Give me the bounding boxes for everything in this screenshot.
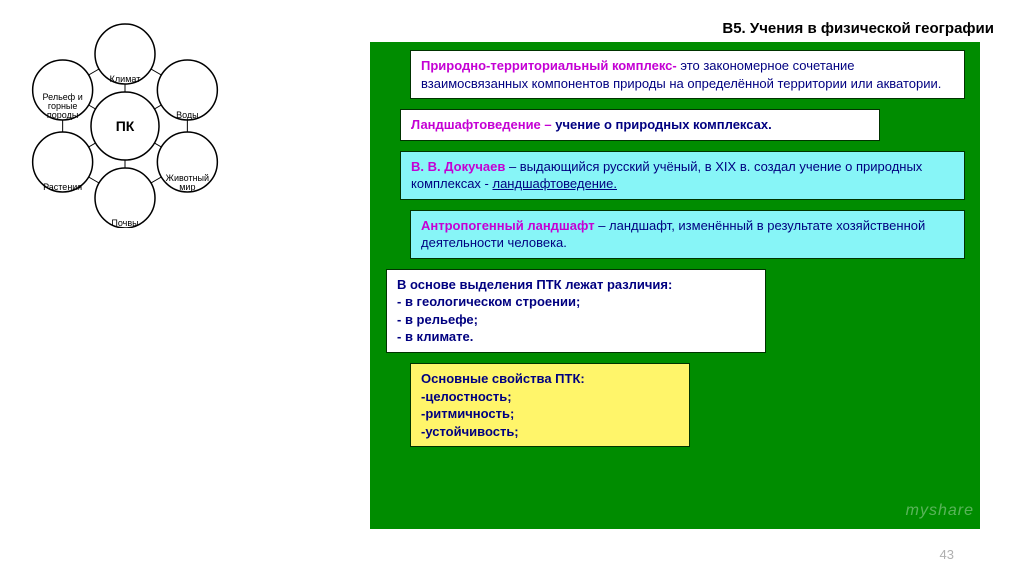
svg-text:ПК: ПК [116, 118, 135, 134]
svg-text:Растения: Растения [43, 182, 82, 192]
page-number: 43 [940, 547, 954, 562]
pk-diagram: ПККлиматВодыЖивотныймирПочвыРастенияРель… [10, 18, 240, 228]
page-title: В5. Учения в физической географии [722, 20, 994, 37]
text-segment: В. В. Докучаев [411, 159, 509, 174]
svg-text:мир: мир [179, 182, 195, 192]
text-segment: Антропогенный ландшафт [421, 218, 598, 233]
svg-text:породы: породы [47, 110, 78, 120]
watermark: myshare [906, 502, 974, 520]
text-segment: В основе выделения ПТК лежат различия:- … [397, 277, 672, 345]
info-box: Природно-территориальный комплекс- это з… [410, 50, 965, 99]
svg-text:Климат: Климат [110, 74, 141, 84]
text-segment: учение о природных комплексах. [555, 117, 771, 132]
content-panel: Природно-территориальный комплекс- это з… [370, 42, 980, 529]
svg-text:Почвы: Почвы [111, 218, 138, 228]
text-segment: ландшафтоведение. [492, 176, 617, 191]
svg-text:Воды: Воды [176, 110, 199, 120]
text-segment: Основные свойства ПТК:-целостность;-ритм… [421, 371, 585, 439]
info-box: Антропогенный ландшафт – ландшафт, измен… [410, 210, 965, 259]
info-box: В. В. Докучаев – выдающийся русский учён… [400, 151, 965, 200]
info-box: В основе выделения ПТК лежат различия:- … [386, 269, 766, 353]
info-box: Основные свойства ПТК:-целостность;-ритм… [410, 363, 690, 447]
info-box: Ландшафтоведение – учение о природных ко… [400, 109, 880, 141]
text-segment: Ландшафтоведение – [411, 117, 555, 132]
text-segment: Природно-территориальный комплекс- [421, 58, 680, 73]
